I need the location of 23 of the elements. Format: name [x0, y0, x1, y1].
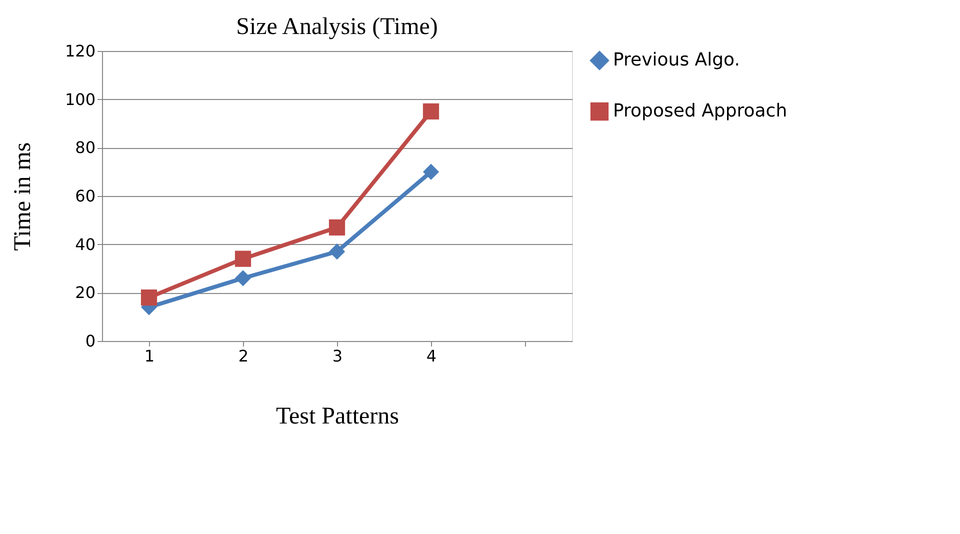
x-tick-label: 3 — [332, 346, 343, 366]
point — [422, 164, 440, 180]
point — [328, 219, 346, 236]
y-tick-label: 0 — [85, 332, 96, 350]
x-axis-title: Test Patterns — [276, 404, 399, 430]
point — [422, 103, 440, 120]
y-axis-title: Time in ms — [10, 142, 36, 251]
chart-title: Size Analysis (Time) — [236, 14, 438, 40]
y-tick-label: 40 — [75, 234, 96, 254]
y-tick-label: 20 — [75, 283, 96, 302]
legend-label: Proposed Approach — [613, 100, 788, 122]
x-tick-label: 4 — [426, 346, 437, 366]
x-tick-label: 1 — [144, 346, 155, 366]
y-tick-label: 100 — [64, 90, 96, 109]
point — [140, 289, 158, 306]
point — [234, 270, 252, 286]
point — [328, 244, 346, 260]
legend-label: Previous Algo. — [613, 50, 740, 70]
x-tick-label: 2 — [238, 346, 249, 366]
y-tick-label: 120 — [64, 42, 96, 60]
y-tick-label: 60 — [75, 186, 96, 206]
point — [234, 250, 252, 267]
y-tick-label: 80 — [75, 138, 96, 158]
